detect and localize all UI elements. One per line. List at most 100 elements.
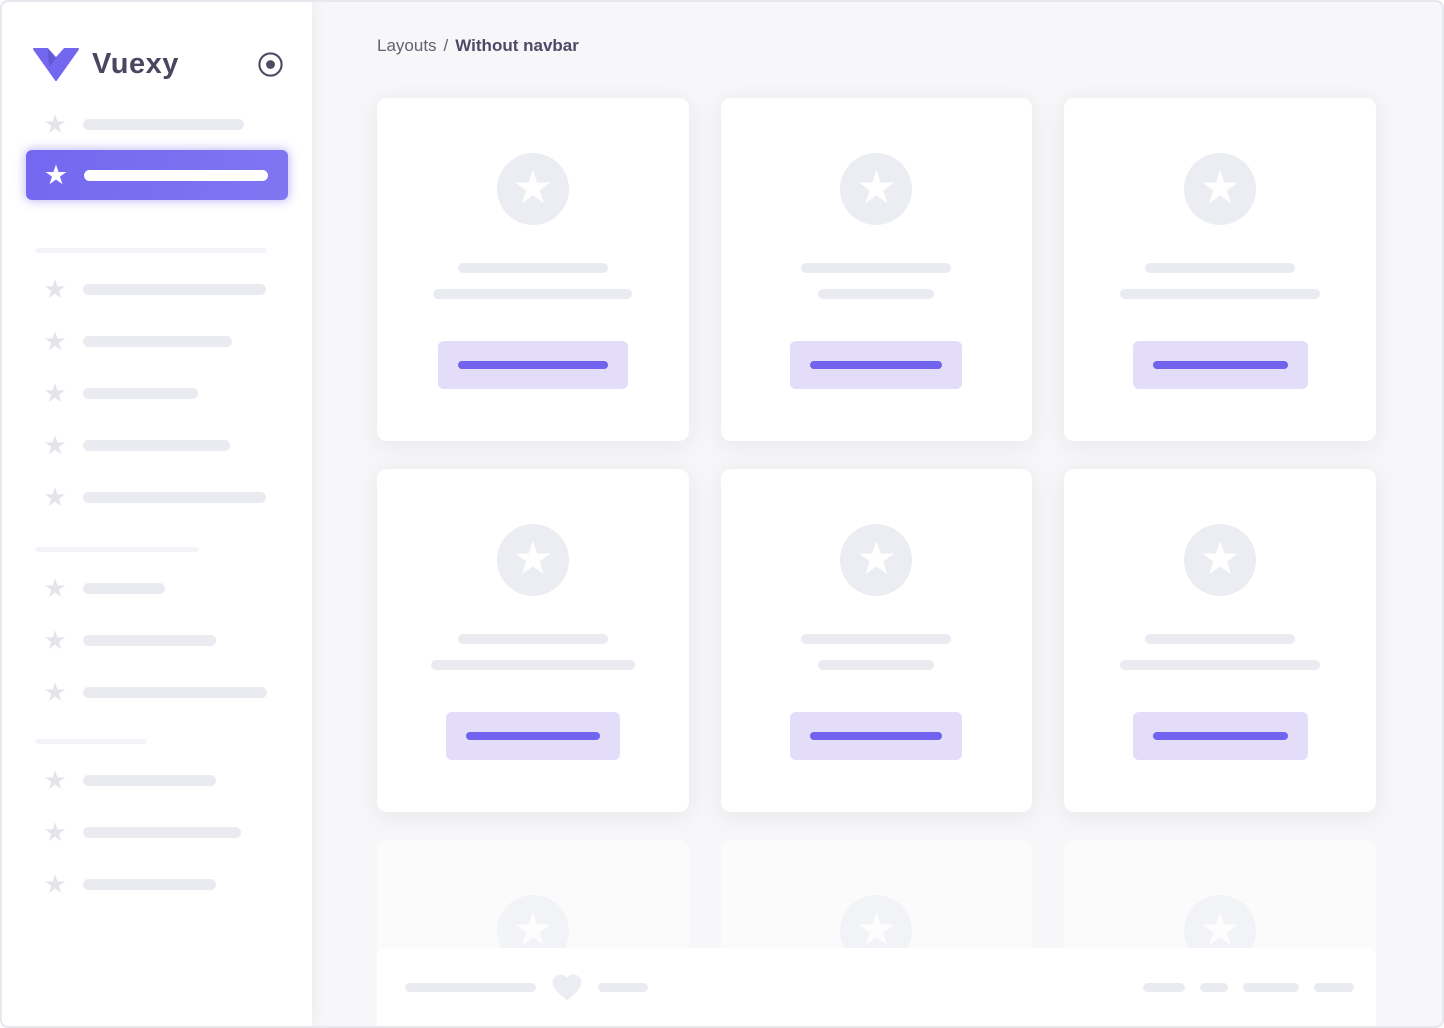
menu-item-placeholder-bar <box>83 774 216 786</box>
card-placeholder-line <box>801 263 952 273</box>
star-icon: ★ <box>43 482 67 512</box>
star-icon: ★ <box>43 430 67 460</box>
menu-separator <box>35 248 267 253</box>
sidebar: Vuexy ★ ★ ★ ★ ★ ★ ★ ★ ★ ★ ★ ★ ★ <box>2 2 312 1026</box>
sidebar-item[interactable]: ★ <box>26 870 288 898</box>
menu-section: ★ ★ ★ <box>2 739 312 898</box>
breadcrumb-current: Without navbar <box>455 36 579 55</box>
menu-item-placeholder-bar <box>83 878 216 890</box>
card-placeholder-line <box>818 289 935 299</box>
button-placeholder-bar <box>810 361 943 369</box>
star-icon: ★ <box>512 532 554 584</box>
star-icon: ★ <box>43 817 67 847</box>
star-icon: ★ <box>43 869 67 899</box>
menu-section: ★ ★ ★ <box>2 547 312 706</box>
sidebar-item[interactable]: ★ <box>26 483 288 511</box>
menu-item-placeholder-bar <box>83 686 267 698</box>
menu-section: ★ ★ ★ ★ ★ <box>2 248 312 511</box>
footer-placeholder-bar <box>1200 982 1228 992</box>
breadcrumb: Layouts / Without navbar <box>377 36 1442 56</box>
menu-item-placeholder-bar <box>83 439 230 451</box>
button-placeholder-bar <box>810 732 943 740</box>
card-placeholder-line <box>433 289 633 299</box>
menu-item-placeholder-bar <box>83 387 198 399</box>
placeholder-button[interactable] <box>1132 341 1308 389</box>
app-title: Vuexy <box>92 48 179 80</box>
sidebar-item[interactable]: ★ <box>26 574 288 602</box>
placeholder-button[interactable] <box>1132 712 1308 760</box>
placeholder-card: ★ <box>720 98 1033 441</box>
star-icon: ★ <box>43 765 67 795</box>
placeholder-button[interactable] <box>790 341 963 389</box>
card-placeholder-line <box>430 660 635 670</box>
card-placeholder-line <box>801 634 952 644</box>
menu-item-placeholder-bar <box>83 491 266 503</box>
sidebar-item[interactable]: ★ <box>26 327 288 355</box>
breadcrumb-divider: / <box>443 36 449 55</box>
star-icon: ★ <box>43 109 67 139</box>
vuexy-v-logo-icon <box>33 47 79 81</box>
sidebar-header: Vuexy <box>2 2 312 97</box>
sidebar-item[interactable]: ★ <box>26 626 288 654</box>
star-icon: ★ <box>43 274 67 304</box>
footer-placeholder-bar <box>1314 982 1354 992</box>
sidebar-item[interactable]: ★ <box>26 678 288 706</box>
card-placeholder-line <box>1145 263 1296 273</box>
footer-placeholder-bar <box>1243 982 1299 992</box>
menu-section: ★ ★ <box>2 110 312 200</box>
menu-separator <box>35 547 199 552</box>
star-icon: ★ <box>43 677 67 707</box>
star-icon: ★ <box>43 573 67 603</box>
card-placeholder-line <box>1120 289 1321 299</box>
breadcrumb-parent[interactable]: Layouts <box>377 36 437 55</box>
footer <box>377 948 1376 1026</box>
sidebar-item[interactable]: ★ <box>26 431 288 459</box>
sidebar-item[interactable]: ★ <box>26 379 288 407</box>
avatar: ★ <box>840 524 913 596</box>
card-placeholder-line <box>457 634 608 644</box>
button-placeholder-bar <box>1152 732 1288 740</box>
menu-item-placeholder-bar <box>83 826 241 838</box>
star-icon: ★ <box>1199 532 1241 584</box>
avatar: ★ <box>496 524 569 596</box>
menu-item-placeholder-bar <box>83 582 165 594</box>
placeholder-card: ★ <box>377 98 689 441</box>
sidebar-menu: ★ ★ ★ ★ ★ ★ ★ ★ ★ ★ ★ ★ ★ <box>2 110 312 898</box>
star-icon: ★ <box>43 160 69 190</box>
star-icon: ★ <box>1199 903 1241 955</box>
star-icon: ★ <box>43 326 67 356</box>
footer-placeholder-bar <box>598 982 648 992</box>
star-icon: ★ <box>512 161 554 213</box>
radio-dot-icon[interactable] <box>257 51 284 78</box>
menu-item-placeholder-bar <box>84 169 268 181</box>
star-icon: ★ <box>855 903 898 955</box>
card-placeholder-line <box>457 263 608 273</box>
button-placeholder-bar <box>457 361 608 369</box>
avatar: ★ <box>1184 153 1257 225</box>
menu-item-placeholder-bar <box>83 634 216 646</box>
star-icon: ★ <box>43 378 67 408</box>
footer-right <box>1143 982 1354 992</box>
card-placeholder-line <box>1145 634 1296 644</box>
placeholder-button[interactable] <box>445 712 620 760</box>
placeholder-button[interactable] <box>790 712 963 760</box>
sidebar-item[interactable]: ★ <box>26 766 288 794</box>
placeholder-card: ★ <box>720 469 1033 812</box>
sidebar-item-active[interactable]: ★ <box>26 150 288 200</box>
star-icon: ★ <box>43 625 67 655</box>
sidebar-item[interactable]: ★ <box>26 818 288 846</box>
star-icon: ★ <box>512 903 554 955</box>
menu-separator <box>35 739 147 744</box>
placeholder-button[interactable] <box>437 341 628 389</box>
sidebar-item[interactable]: ★ <box>26 275 288 303</box>
sidebar-item[interactable]: ★ <box>26 110 288 138</box>
card-placeholder-line <box>1120 660 1321 670</box>
heart-icon <box>552 973 582 1001</box>
card-grid: ★ ★ ★ ★ ★ ★ ★ ★ ★ <box>377 98 1376 1026</box>
star-icon: ★ <box>1199 161 1241 213</box>
star-icon: ★ <box>855 161 898 213</box>
avatar: ★ <box>496 153 569 225</box>
main-content: Layouts / Without navbar ★ ★ ★ ★ ★ ★ ★ ★ ★ <box>312 2 1442 1026</box>
button-placeholder-bar <box>1152 361 1288 369</box>
